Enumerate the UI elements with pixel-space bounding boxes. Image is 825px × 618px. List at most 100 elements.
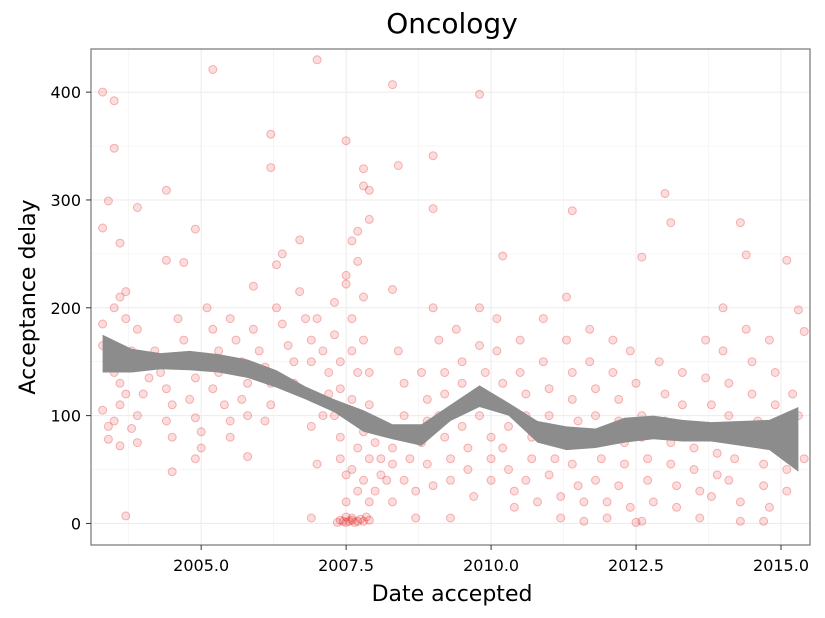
data-point [735, 218, 745, 228]
x-axis-title: Date accepted [372, 582, 533, 607]
data-point [208, 324, 218, 334]
data-point [364, 214, 374, 224]
data-point [347, 465, 357, 474]
data-point [353, 486, 363, 496]
data-point [306, 357, 316, 367]
data-point [376, 470, 386, 480]
y-axis: 0 100 200 300 400 [50, 83, 91, 533]
data-point [306, 335, 316, 345]
data-point [167, 400, 177, 410]
data-point [185, 394, 195, 404]
data-point [463, 443, 473, 453]
data-point [115, 238, 125, 248]
data-point [98, 405, 108, 415]
data-point [388, 285, 397, 294]
data-point [301, 314, 310, 324]
data-point [364, 454, 374, 464]
data-point [399, 378, 409, 388]
data-point [388, 497, 397, 507]
x-tick-label: 2010.0 [463, 556, 519, 575]
data-point [237, 394, 247, 404]
data-point [347, 394, 357, 404]
data-point [788, 389, 798, 399]
data-point [190, 224, 200, 234]
data-point [718, 303, 728, 313]
data-point [361, 512, 371, 522]
y-tick-label: 400 [50, 83, 81, 102]
data-point [492, 346, 502, 356]
data-point [724, 378, 734, 388]
data-point [248, 324, 258, 334]
data-point [289, 357, 299, 367]
data-point [295, 235, 305, 245]
y-tick-label: 0 [71, 514, 81, 533]
data-point [533, 497, 542, 507]
data-point [457, 357, 467, 367]
data-point [585, 357, 595, 367]
data-point [759, 516, 769, 526]
data-point [388, 80, 397, 90]
data-point [277, 249, 287, 259]
data-point [98, 87, 108, 97]
data-point [440, 368, 450, 377]
data-point [277, 319, 287, 329]
data-point [341, 497, 351, 507]
data-point [376, 454, 386, 464]
data-point [214, 346, 224, 356]
data-point [764, 335, 774, 345]
data-point [344, 516, 354, 526]
data-point [625, 502, 635, 512]
data-point [492, 314, 502, 324]
data-point [266, 400, 276, 410]
data-point [364, 368, 374, 377]
data-point [486, 432, 496, 442]
data-point [614, 394, 624, 404]
data-point [747, 389, 757, 399]
data-point [469, 492, 479, 501]
data-point [585, 324, 595, 334]
data-point [475, 89, 484, 99]
x-tick-label: 2007.5 [318, 556, 374, 575]
smooth-band [102, 334, 799, 472]
data-point [399, 411, 409, 421]
data-point [353, 226, 363, 236]
data-point [341, 512, 351, 522]
data-point [330, 330, 339, 340]
data-point [486, 475, 496, 485]
data-point [208, 384, 218, 394]
data-point [475, 303, 484, 313]
data-point [556, 492, 566, 501]
data-point [272, 260, 281, 270]
data-point [115, 378, 125, 388]
data-point [312, 314, 322, 324]
data-point [521, 475, 531, 485]
data-point [428, 151, 438, 161]
data-point [243, 411, 253, 421]
confidence-band [102, 334, 799, 472]
data-point [724, 411, 734, 421]
data-point [341, 136, 351, 146]
data-point [591, 411, 600, 421]
data-point [672, 481, 682, 491]
data-point [335, 454, 345, 464]
x-tick-label: 2005.0 [173, 556, 229, 575]
data-point [712, 470, 722, 480]
data-point [614, 481, 624, 491]
data-point [764, 502, 774, 512]
data-point [643, 475, 653, 485]
x-tick-label: 2012.5 [608, 556, 664, 575]
data-point [161, 416, 171, 426]
data-point [190, 373, 200, 383]
data-point [295, 287, 305, 297]
data-point [338, 516, 348, 526]
data-point [701, 335, 711, 345]
data-point [544, 470, 554, 480]
data-point [312, 459, 322, 469]
data-point [341, 517, 351, 527]
data-point [428, 303, 438, 313]
y-tick-label: 300 [50, 191, 81, 210]
data-point [161, 384, 171, 394]
chart-title: Oncology [386, 7, 518, 40]
data-point [382, 475, 392, 485]
data-point [591, 475, 600, 485]
